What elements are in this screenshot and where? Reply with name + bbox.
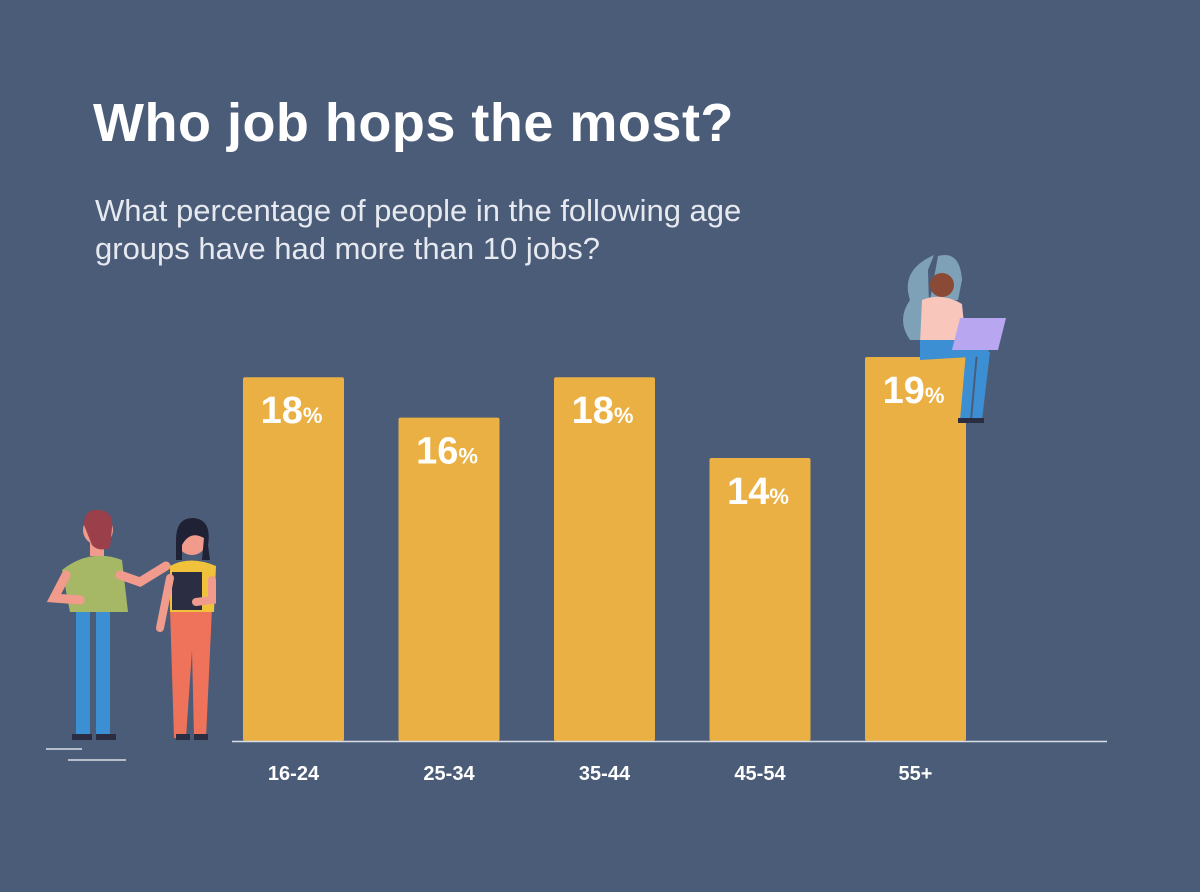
x-tick-label: 45-54 [734, 763, 786, 785]
chart-subtitle: What percentage of people in the followi… [95, 193, 742, 266]
chart-title: Who job hops the most? [93, 93, 734, 153]
ground-lines [46, 748, 126, 761]
illustration-man [46, 509, 171, 740]
bar [243, 377, 344, 741]
illustration-woman [156, 517, 216, 740]
x-tick-label: 16-24 [268, 763, 320, 785]
x-tick-label: 35-44 [579, 763, 631, 785]
value-label: 19% [883, 370, 945, 412]
x-tick-label: 25-34 [423, 763, 475, 785]
bar [554, 377, 655, 741]
bars [243, 357, 966, 741]
value-label: 18% [572, 390, 634, 432]
bar [398, 417, 500, 741]
illustration-laptop-woman [903, 255, 1006, 423]
value-label: 14% [727, 471, 789, 513]
value-label: 18% [261, 390, 323, 432]
bar [865, 357, 966, 741]
value-label: 16% [416, 431, 478, 473]
x-tick-label: 55+ [899, 763, 933, 785]
bar [709, 458, 811, 741]
